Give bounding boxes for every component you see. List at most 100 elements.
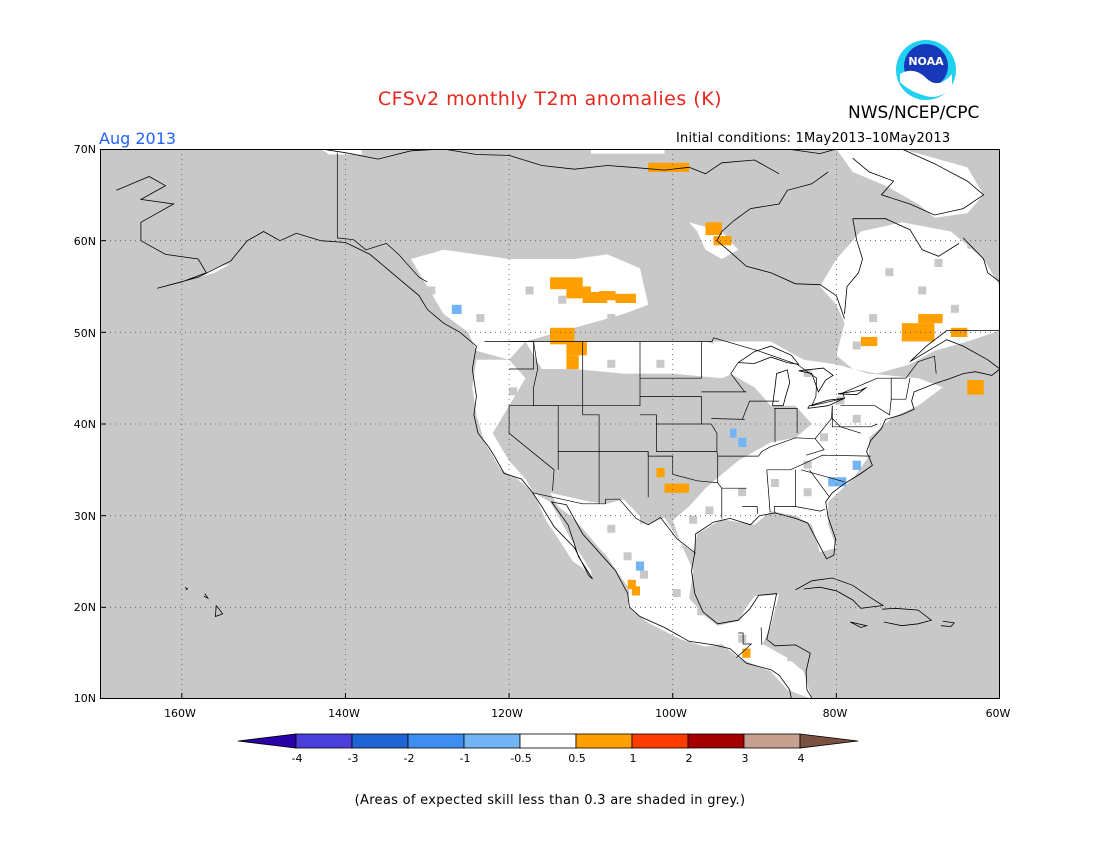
coastline [798, 367, 834, 393]
lon-label-140w: 140W [328, 707, 360, 720]
lat-label-50n: 50N [73, 327, 96, 340]
warm-anomaly-cell [582, 292, 608, 303]
map-title: CFSv2 monthly T2m anomalies (K) [377, 88, 723, 110]
colorbar-swatch [743, 733, 801, 749]
low-skill-cell [803, 460, 812, 469]
low-skill-cell [476, 314, 485, 322]
lat-label-60n: 60N [73, 235, 96, 248]
lon-label-160w: 160W [164, 707, 196, 720]
coastline [850, 621, 869, 628]
warm-anomaly-cell [713, 236, 732, 246]
colorbar-arrow-high [799, 733, 859, 749]
political-border [805, 438, 825, 456]
political-border [557, 451, 600, 504]
warm-anomaly-cell [550, 277, 583, 290]
low-skill-cell [574, 424, 583, 432]
coastline [116, 176, 814, 716]
warm-anomaly-cell [615, 293, 636, 303]
lon-label-80w: 80W [822, 707, 848, 720]
colorbar-label: -1 [459, 752, 471, 765]
warm-anomaly-cell [918, 314, 943, 324]
low-skill-cell [574, 387, 583, 396]
lon-label-100w: 100W [655, 707, 687, 720]
svg-text:NOAA: NOAA [908, 55, 944, 68]
low-skill-cell [541, 442, 550, 451]
political-border [736, 632, 753, 659]
neutral-region [836, 149, 984, 218]
colorbar-label: -4 [291, 752, 303, 765]
political-border [742, 506, 759, 514]
colorbar-swatch [631, 733, 689, 749]
colorbar-label: -3 [347, 752, 359, 765]
low-skill-cell [533, 396, 542, 405]
lat-label-30n: 30N [73, 510, 96, 523]
political-border [831, 405, 878, 428]
political-border [766, 469, 771, 513]
low-skill-cell [623, 488, 632, 497]
coastline [716, 171, 845, 319]
neutral-region [820, 222, 1033, 374]
lat-label-20n: 20N [73, 601, 96, 614]
warm-anomaly-cell [599, 291, 616, 301]
political-border [533, 341, 559, 452]
low-skill-cell [558, 414, 567, 423]
low-skill-cell [934, 259, 943, 267]
low-skill-cell [558, 295, 567, 304]
political-border [484, 337, 937, 407]
low-skill-cell [590, 442, 599, 451]
low-skill-cell [460, 332, 468, 341]
political-border [640, 341, 702, 379]
political-border [532, 492, 696, 554]
colorbar-arrow-low [237, 733, 297, 749]
low-skill-cell [656, 479, 665, 487]
warm-anomaly-cell [566, 341, 587, 356]
political-border [730, 362, 745, 393]
colorbar-swatch [295, 733, 353, 749]
colorbar-label: 1 [629, 752, 637, 765]
low-skill-cell [918, 286, 927, 295]
political-border [801, 469, 845, 483]
political-border [760, 627, 763, 645]
anomaly-map [99, 130, 1060, 716]
low-skill-cell [509, 387, 518, 396]
low-skill-cell [640, 570, 648, 579]
low-skill-cell [640, 515, 648, 524]
warm-anomaly-cell [967, 380, 984, 395]
political-border [766, 454, 871, 471]
low-skill-cell [566, 469, 575, 478]
political-border [840, 378, 911, 416]
warm-anomaly-cell [860, 336, 878, 347]
cool-anomaly-cell [451, 304, 462, 314]
low-skill-cell [705, 378, 714, 387]
low-skill-cell [787, 424, 796, 432]
low-skill-cell [885, 268, 894, 277]
low-skill-cell [640, 469, 648, 478]
low-skill-cell [623, 552, 632, 561]
political-border [509, 341, 534, 370]
colorbar [237, 733, 862, 773]
lon-label-120w: 120W [491, 707, 523, 720]
low-skill-cell [427, 286, 436, 295]
coastline [941, 620, 955, 628]
colorbar-label: 2 [685, 752, 693, 765]
low-skill-cell [852, 341, 861, 350]
colorbar-swatch [687, 733, 745, 749]
low-skill-cell [689, 515, 698, 524]
low-skill-cell [754, 405, 763, 414]
coastline [787, 148, 837, 155]
political-border [647, 451, 719, 484]
warm-anomaly-cell [566, 355, 579, 370]
coastline [852, 148, 985, 216]
low-skill-cell [852, 414, 861, 423]
warm-anomaly-cell [901, 323, 935, 342]
cool-anomaly-cell [738, 437, 747, 447]
political-border [832, 418, 862, 434]
low-skill-cell [705, 506, 714, 515]
skill-note: (Areas of expected skill less than 0.3 a… [354, 793, 746, 808]
low-skill-cell [656, 359, 665, 368]
political-border [809, 469, 830, 497]
low-skill-cell [607, 524, 616, 533]
warm-anomaly-cell [656, 468, 665, 478]
political-border [741, 400, 780, 420]
lat-label-70n: 70N [73, 143, 96, 156]
